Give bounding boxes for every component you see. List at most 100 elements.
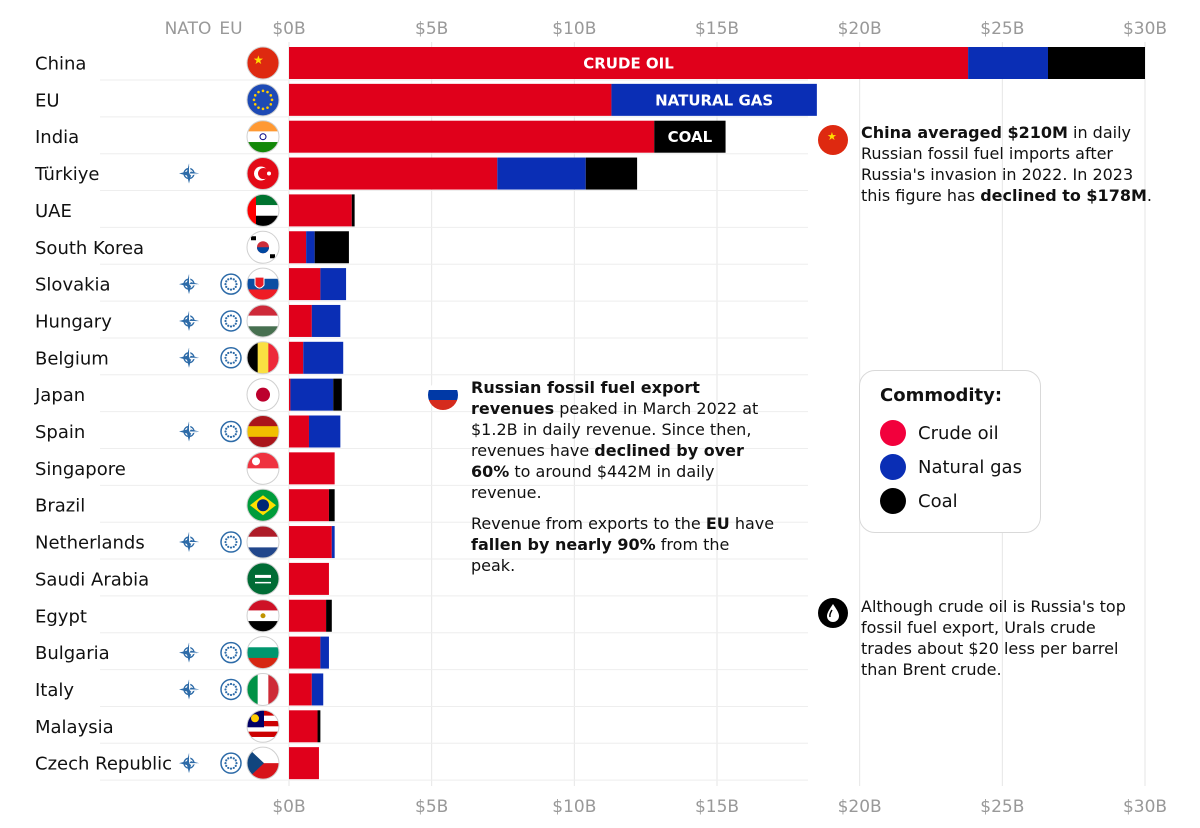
legend-title: Commodity:	[880, 385, 1003, 406]
legend-item-natural-gas: Natural gas	[880, 450, 1040, 484]
flag-border	[246, 562, 280, 596]
nato-icon	[179, 347, 199, 368]
flag-border	[246, 488, 280, 522]
flag-border	[246, 83, 280, 117]
flag-south-korea-icon	[247, 231, 279, 264]
bar-crude-oil	[289, 341, 304, 374]
country-label: Malaysia	[35, 717, 114, 738]
bar-natural-gas	[611, 83, 817, 116]
bar-coal	[351, 194, 355, 227]
bar-coal	[328, 489, 335, 522]
flag-belgium-icon	[247, 341, 279, 374]
flag-t-rkiye-icon	[247, 157, 279, 190]
bar-crude-oil	[289, 231, 307, 264]
eu-badge-icon	[220, 310, 242, 332]
flag-malaysia-icon	[247, 710, 279, 743]
bar-crude-oil	[289, 83, 612, 116]
bar-crude-oil	[289, 710, 318, 743]
flag-border	[246, 267, 280, 301]
tick-label-bottom: $5B	[415, 797, 448, 817]
column-header-nato: NATO	[165, 19, 212, 39]
flag-japan-icon	[247, 378, 279, 411]
bar-coal	[333, 378, 342, 411]
bar-natural-gas	[320, 268, 347, 301]
nato-icon	[179, 679, 199, 700]
tick-label-top: $30B	[1123, 19, 1167, 39]
flag-border	[246, 415, 280, 448]
flag-border	[246, 193, 280, 227]
flag-italy-icon	[247, 673, 279, 706]
column-header-eu: EU	[219, 19, 242, 39]
flag-netherlands-icon	[247, 526, 279, 559]
nato-icon	[179, 421, 199, 442]
bar-coal	[326, 599, 332, 632]
bar-natural-gas	[311, 304, 341, 337]
tick-label-bottom: $15B	[695, 797, 739, 817]
flag-border	[246, 672, 280, 706]
flag-border	[246, 709, 280, 743]
bar-crude-oil	[289, 599, 327, 632]
legend-swatch-crude-oil	[880, 420, 906, 446]
flag-hungary-icon	[247, 304, 279, 337]
country-label: Saudi Arabia	[35, 569, 149, 590]
bar-coal	[1047, 47, 1145, 79]
flag-spain-icon	[247, 415, 279, 448]
nato-icon	[179, 642, 199, 663]
tick-label-top: $10B	[552, 19, 596, 39]
tick-label-bottom: $0B	[272, 797, 305, 817]
flag-brazil-icon	[247, 489, 279, 522]
flag-china-icon: ★	[247, 47, 279, 79]
tick-label-top: $5B	[415, 19, 448, 39]
bar-crude-oil	[289, 47, 969, 79]
country-label: UAE	[35, 201, 72, 222]
svg-text:★: ★	[827, 131, 837, 143]
bar-natural-gas	[290, 378, 334, 411]
flag-eu-icon	[247, 83, 279, 116]
tick-label-bottom: $10B	[552, 797, 596, 817]
country-label: Singapore	[35, 459, 126, 480]
bar-natural-gas	[331, 526, 335, 559]
eu-badge-icon	[220, 641, 242, 664]
crude-annotation: Although crude oil is Russia's top fossi…	[861, 597, 1126, 679]
legend-swatch-coal	[880, 488, 906, 514]
country-label: Brazil	[35, 496, 85, 517]
legend-item-crude-oil: Crude oil	[880, 416, 1040, 450]
bar-natural-gas	[303, 341, 344, 374]
flag-saudi-arabia-icon	[247, 562, 279, 595]
flag-bulgaria-icon	[247, 636, 279, 669]
flag-border	[246, 378, 280, 412]
tick-label-top: $20B	[838, 19, 882, 39]
nato-icon	[179, 274, 199, 295]
legend-swatch-natural-gas	[880, 454, 906, 480]
flag-border	[246, 120, 280, 154]
bar-natural-gas	[306, 231, 315, 264]
bar-natural-gas	[320, 636, 329, 669]
china-annotation: China averaged $210M in daily Russian fo…	[861, 123, 1152, 205]
bar-coal	[314, 231, 349, 264]
country-label: Türkiye	[34, 164, 100, 185]
country-label: South Korea	[35, 238, 144, 259]
bar-crude-oil	[289, 636, 321, 669]
flag-egypt-icon	[247, 599, 279, 632]
bar-label: CRUDE OIL	[583, 55, 674, 73]
bar-natural-gas	[968, 47, 1048, 79]
flag-border	[246, 451, 280, 485]
country-label: Slovakia	[35, 275, 111, 296]
country-label: India	[35, 127, 79, 148]
tick-label-top: $0B	[272, 19, 305, 39]
flag-czech-republic-icon	[247, 747, 279, 780]
flag-border	[246, 636, 280, 670]
bar-crude-oil	[289, 194, 352, 227]
legend-item-coal: Coal	[880, 484, 1040, 518]
chart-legend: Commodity: Crude oil Natural gas Coal	[859, 370, 1041, 533]
flag-india-icon	[247, 120, 279, 153]
nato-icon	[179, 753, 199, 774]
bar-label: COAL	[668, 128, 713, 146]
country-label: Netherlands	[35, 533, 145, 554]
bar-label: NATURAL GAS	[655, 91, 773, 109]
country-label: Egypt	[35, 606, 87, 627]
flag-border	[246, 599, 280, 633]
flag-border	[246, 46, 280, 80]
eu-badge-icon	[220, 273, 242, 295]
